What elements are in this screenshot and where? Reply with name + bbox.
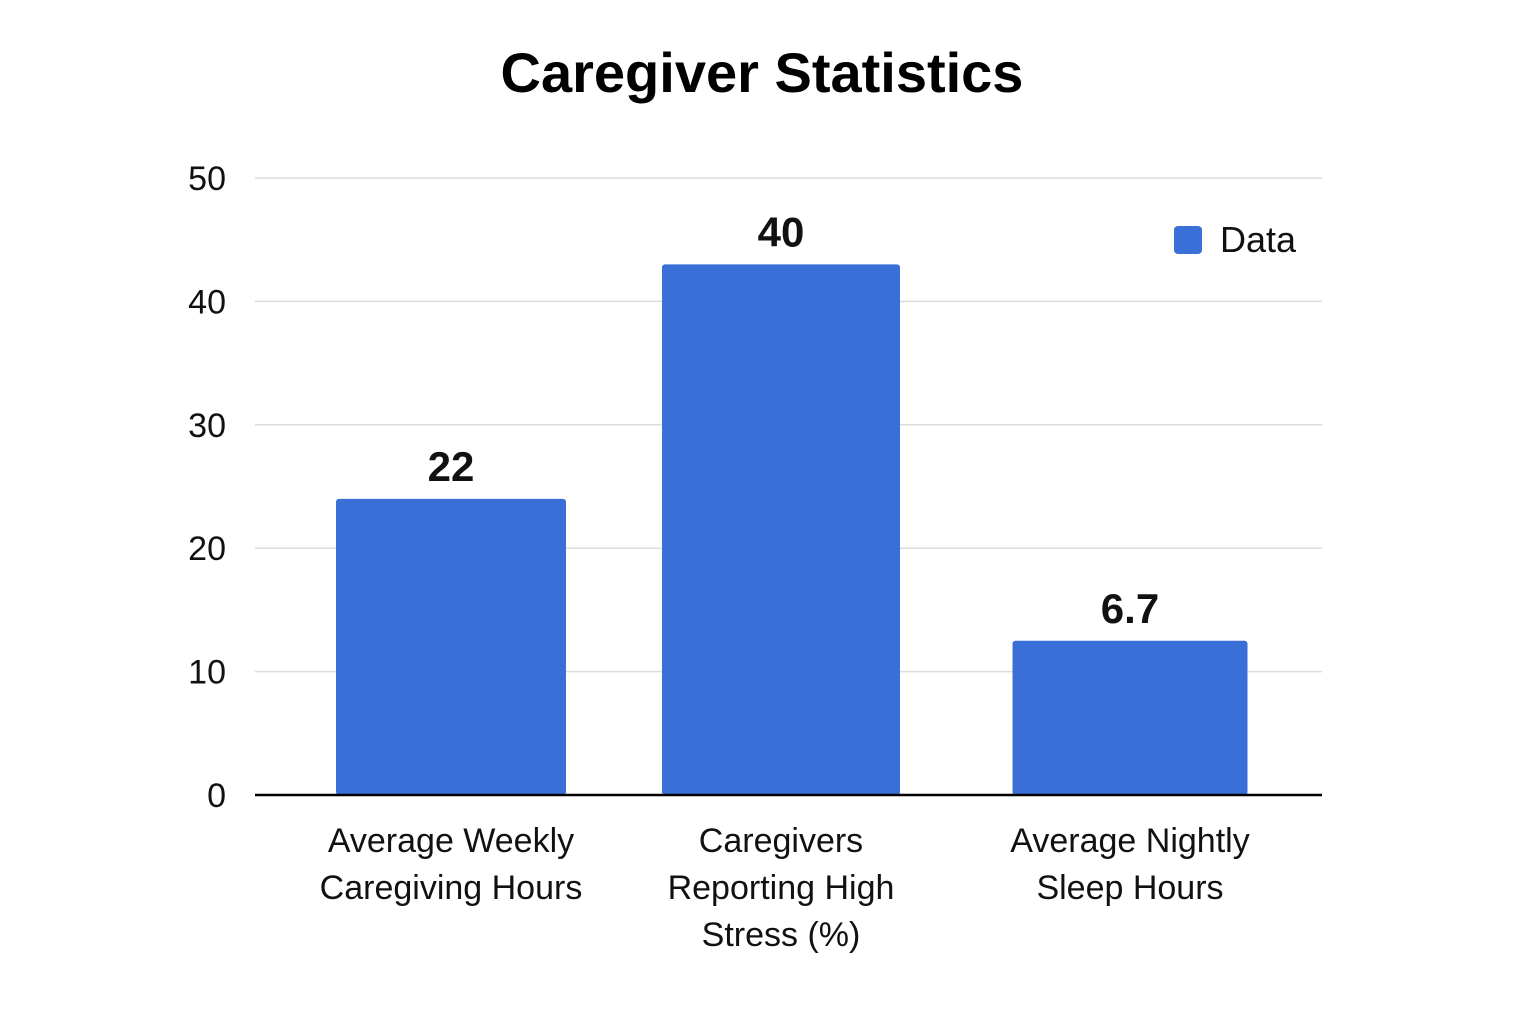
y-axis-ticks: 0 10 20 30 40 50: [188, 160, 226, 815]
bar: [662, 264, 900, 795]
x-category-label: Average Weekly Caregiving Hours: [320, 822, 583, 907]
y-tick-label: 20: [188, 530, 226, 568]
y-tick-label: 50: [188, 160, 226, 198]
data-label: 6.7: [1101, 585, 1159, 632]
data-labels: 22 40 6.7: [428, 208, 1160, 631]
x-category-label: Caregivers Reporting High Stress (%): [668, 822, 895, 954]
bar: [336, 498, 566, 795]
data-label: 22: [428, 443, 475, 490]
data-label: 40: [758, 208, 805, 255]
bars: [336, 264, 1248, 795]
legend: Data: [1174, 219, 1297, 260]
y-tick-label: 30: [188, 407, 226, 445]
y-tick-label: 10: [188, 654, 226, 692]
x-category-label: Average Nightly Sleep Hours: [1010, 822, 1249, 907]
legend-swatch: [1174, 226, 1202, 254]
y-tick-label: 0: [207, 777, 226, 815]
x-axis-categories: Average Weekly Caregiving Hours Caregivers…: [320, 822, 1250, 954]
y-tick-label: 40: [188, 283, 226, 321]
bar: [1012, 640, 1248, 795]
legend-label: Data: [1220, 219, 1297, 260]
chart-title: Caregiver Statistics: [501, 41, 1024, 104]
